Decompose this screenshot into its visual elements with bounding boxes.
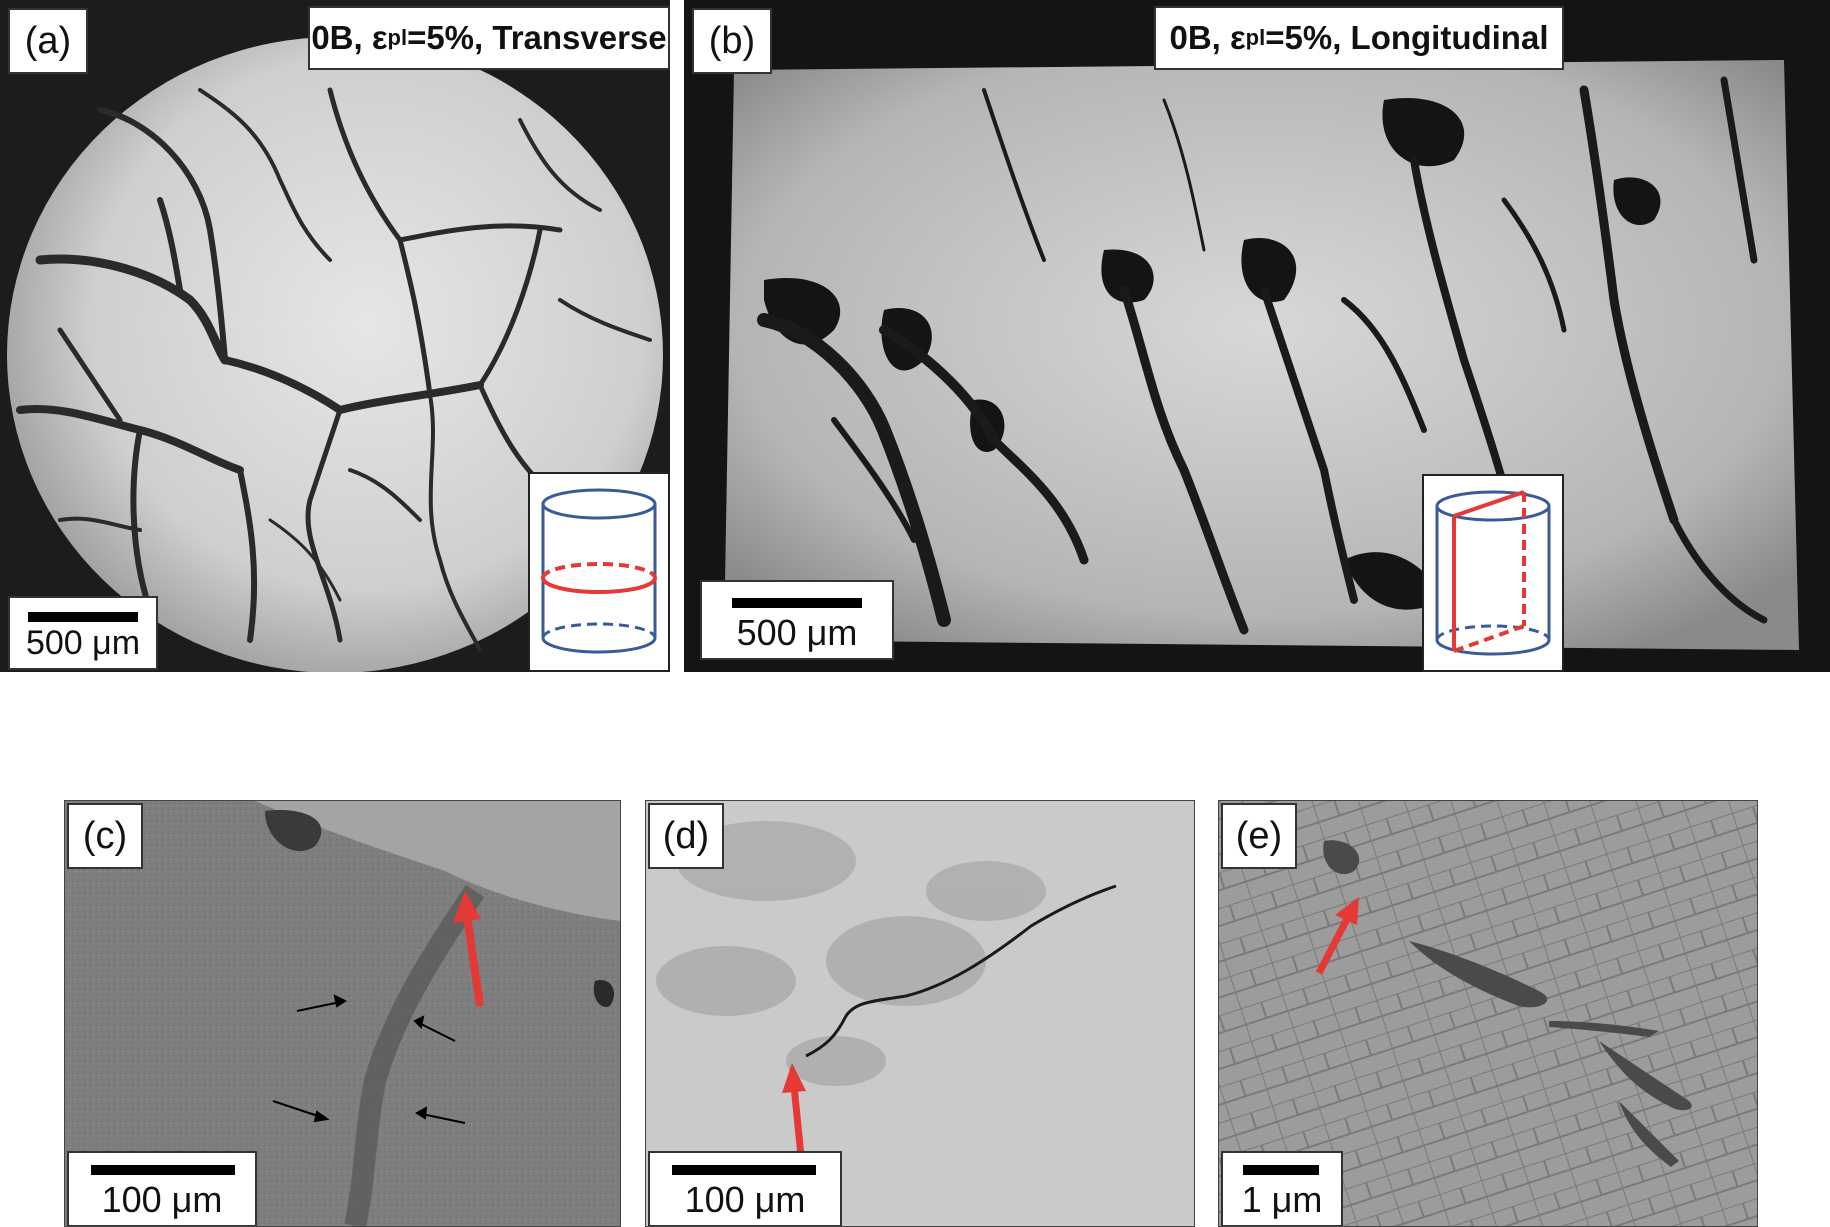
panel-d-scale-label: 100 μm [684,1179,806,1220]
panel-d-scale-box: 100 μm [648,1151,842,1226]
panel-d-label-text: (d) [662,814,710,857]
panel-d: (d) 100 μm [645,800,1195,1227]
panel-a-scale-box: 500 μm [8,596,158,670]
surface-mottling [656,821,1046,1086]
panel-b-inset [1422,474,1564,672]
grain-boundary-band [344,884,485,1226]
panel-e-scale-label: 1 μm [1241,1179,1323,1220]
panel-c-scale-label: 100 μm [101,1179,223,1220]
panel-a: (a) 0B, ε pl =5%, Transverse 500 μm [0,0,670,672]
crack-network [757,76,1768,635]
panel-e-scale-bar [1243,1165,1319,1175]
red-arrow-e [1315,897,1359,975]
panel-b-title-suffix: =5%, Longitudinal [1265,19,1549,56]
panel-e-scale-box: 1 μm [1221,1151,1343,1226]
panel-c: (c) 100 μm [64,800,621,1227]
cylinder-longitudinal-section-icon [1435,490,1551,656]
panel-d-label: (d) [648,803,724,869]
rough-region [255,801,620,921]
red-arrow-d [782,1063,806,1157]
panel-e-label: (e) [1221,803,1297,869]
panel-b-scale-label: 500 μm [736,612,858,653]
panel-a-title-sub: pl [387,25,408,50]
cylinder-transverse-section-icon [541,488,657,654]
panel-a-scale-label: 500 μm [25,624,141,662]
panel-a-title-suffix: =5%, Transverse [407,19,667,56]
panel-c-scale-bar [91,1165,235,1175]
panel-b-scale-bar [732,598,862,608]
panel-b-title-prefix: 0B, ε [1169,19,1246,56]
panel-a-title: 0B, ε pl =5%, Transverse [308,6,670,70]
panel-b-title-sub: pl [1245,25,1266,50]
panel-b: (b) 0B, ε pl =5%, Longitudinal 500 μm [684,0,1830,672]
red-arrow-c [453,891,484,1007]
panel-a-inset [528,472,670,672]
panel-b-label: (b) [692,8,772,74]
panel-e-label-text: (e) [1235,814,1283,857]
panel-c-label: (c) [67,803,143,869]
black-arrows [272,994,466,1124]
panel-c-label-text: (c) [82,814,128,857]
panel-a-micrograph [0,0,670,672]
panel-d-scale-bar [672,1165,816,1175]
panel-a-scale-bar [28,612,138,622]
crack-voids [1323,840,1692,1167]
panel-c-scale-box: 100 μm [67,1151,257,1226]
sample-disc [7,37,663,672]
panel-b-scale-box: 500 μm [700,580,894,660]
panel-a-label-text: (a) [24,19,72,62]
panel-b-micrograph [684,0,1830,672]
panel-a-label: (a) [8,8,88,74]
panel-b-label-text: (b) [708,19,756,62]
panel-b-title: 0B, ε pl =5%, Longitudinal [1154,6,1564,70]
sample-section [724,60,1799,650]
panel-a-title-prefix: 0B, ε [311,19,388,56]
panel-e: (e) 1 μm [1218,800,1758,1227]
crack-line [805,884,1117,1058]
